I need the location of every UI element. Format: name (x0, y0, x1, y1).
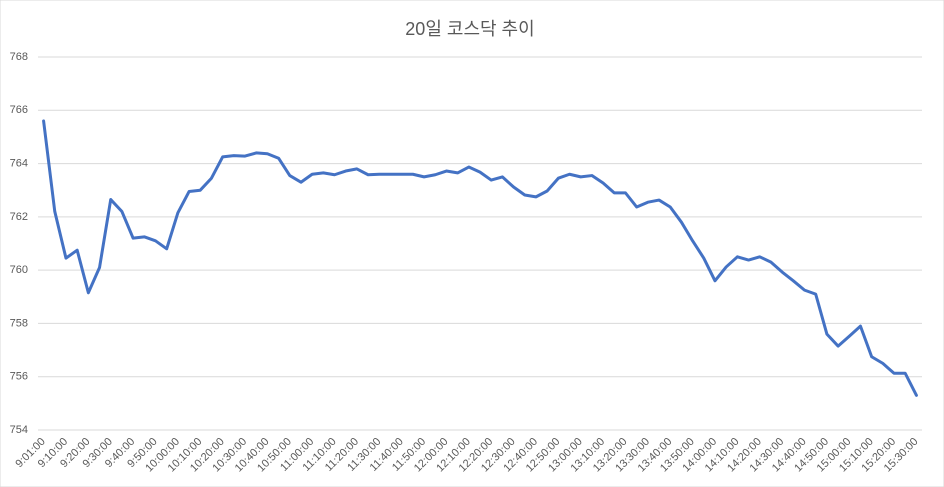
y-tick-label: 760 (10, 264, 28, 276)
y-tick-label: 768 (10, 51, 28, 63)
line-series (42, 119, 918, 397)
y-tick-label: 754 (10, 424, 28, 436)
y-tick-label: 766 (10, 104, 28, 116)
y-tick-label: 756 (10, 371, 28, 383)
chart-title: 20일 코스닥 추이 (405, 19, 534, 39)
y-tick-label: 764 (10, 157, 28, 169)
y-tick-label: 758 (10, 317, 28, 329)
y-tick-label: 762 (10, 211, 28, 223)
